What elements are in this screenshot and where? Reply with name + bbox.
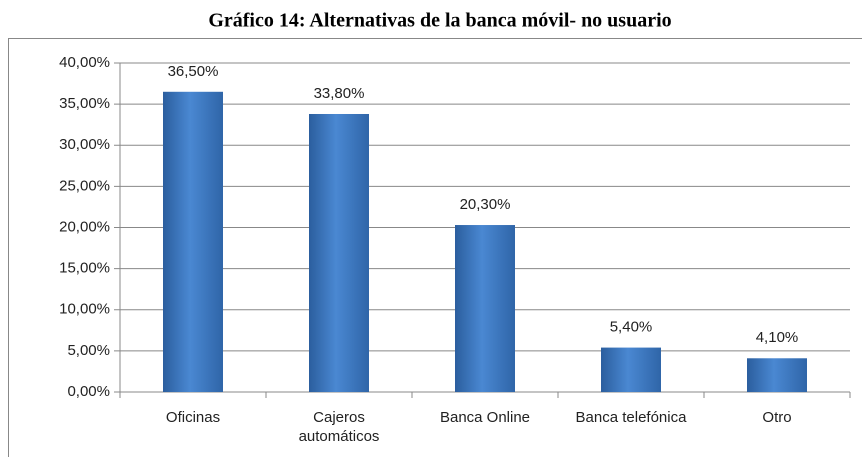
chart-title: Gráfico 14: Alternativas de la banca móv… <box>208 10 671 32</box>
data-label: 33,80% <box>314 85 365 102</box>
y-tick-label: 10,00% <box>59 301 110 318</box>
y-tick-label: 35,00% <box>59 95 110 112</box>
bar <box>309 113 369 393</box>
data-label: 5,40% <box>610 319 653 336</box>
data-label: 20,30% <box>460 196 511 213</box>
x-tick-label: Banca telefónica <box>575 409 687 426</box>
x-tick-label: Otro <box>762 409 792 426</box>
y-tick-label: 5,00% <box>67 342 110 359</box>
data-label: 36,50% <box>168 63 219 80</box>
y-tick-label: 40,00% <box>59 54 110 71</box>
bar <box>601 347 661 392</box>
y-tick-label: 25,00% <box>59 177 110 194</box>
y-tick-label: 20,00% <box>59 218 110 235</box>
y-tick-label: 0,00% <box>67 383 110 400</box>
bar <box>163 91 223 392</box>
data-label: 4,10% <box>756 329 799 346</box>
x-tick-label: Oficinas <box>165 409 221 426</box>
x-tick-label: Cajeros automáticos <box>298 409 380 445</box>
chart-frame <box>8 38 862 457</box>
y-tick-label: 15,00% <box>59 260 110 277</box>
bar <box>747 358 807 392</box>
bar <box>455 225 515 392</box>
x-tick-label: Banca Online <box>439 409 531 426</box>
y-tick-label: 30,00% <box>59 136 110 153</box>
